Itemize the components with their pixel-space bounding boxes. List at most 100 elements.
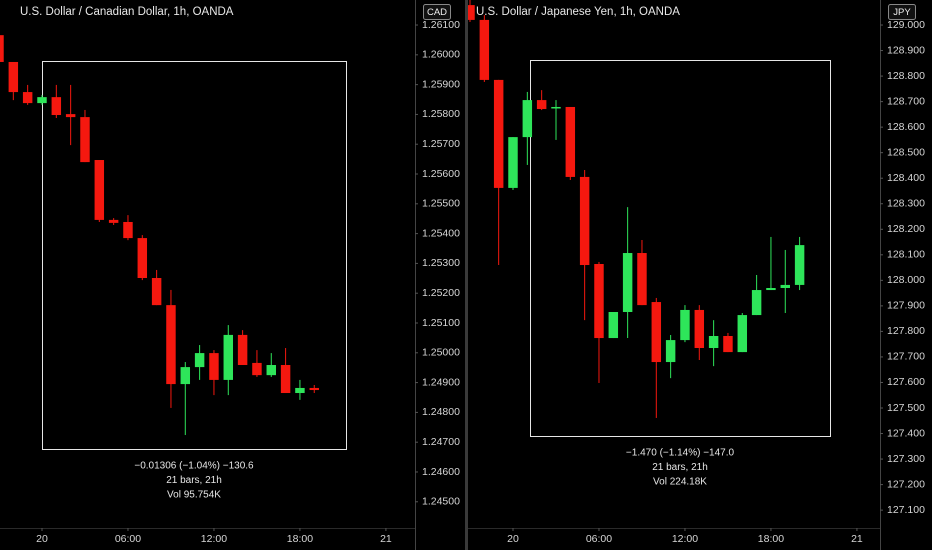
y-tick-label: 1.25400 [422,227,460,239]
y-tick-label: 1.25800 [422,108,460,120]
y-tick-label: 1.24600 [422,466,460,478]
y-tick-label: 128.200 [887,223,925,235]
candle-body [266,365,276,376]
candle-body [780,284,791,288]
y-tick-label: 127.600 [887,376,925,388]
candle-body [751,290,762,316]
currency-label: JPY [893,7,911,18]
y-tick-label: 1.24700 [422,436,460,448]
candle-body [237,334,248,366]
y-tick-label: 127.400 [887,427,925,439]
y-tick-label: 127.200 [887,478,925,490]
y-tick-label: 1.26000 [422,49,460,61]
candles [468,0,805,418]
y-tick-label: 128.300 [887,198,925,210]
candle-body [493,79,504,188]
currency-label: CAD [427,7,447,18]
x-tick-label: 18:00 [758,533,784,545]
candle-body [194,353,205,368]
candle-body [51,97,62,116]
candle-body [209,353,219,380]
candle-body [22,92,33,104]
y-tick-label: 128.500 [887,146,925,158]
candle-body [468,5,475,20]
candle-body [0,35,4,62]
y-tick-label: 128.900 [887,44,925,56]
candle-body [680,309,690,341]
y-tick-label: 1.25200 [422,287,460,299]
candle-body [694,309,705,348]
measure-text: Vol 224.18K [653,477,707,488]
panel: −1.470 (−1.14%) −147.0 21 bars, 21h Vol 22… [468,0,925,550]
y-tick-label: 1.24800 [422,406,460,418]
y-tick-label: 1.25000 [422,347,460,359]
x-tick-label: 20 [36,533,48,545]
y-tick-label: 127.800 [887,325,925,337]
y-tick-label: 128.700 [887,95,925,107]
currency-badge [423,4,451,20]
candle-body [594,264,604,339]
candle-body [80,117,90,163]
measure-text: −1.470 (−1.14%) −147.0 [626,448,735,459]
candle-body [522,100,533,138]
candle-body [137,238,148,279]
candle-body [479,19,490,80]
y-tick-label: 1.24900 [422,376,460,388]
x-tick-label: 21 [851,533,863,545]
measure-text: 21 bars, 21h [166,475,222,486]
measure-text: −0.01306 (−1.04%) −130.6 [134,461,254,472]
x-tick-label: 12:00 [672,533,698,545]
candle-body [637,253,647,306]
y-tick-label: 128.000 [887,274,925,286]
candle-body [737,315,748,353]
y-tick-label: 128.100 [887,249,925,261]
y-tick-label: 1.25300 [422,257,460,269]
measure-text: Vol 95.754K [167,490,221,501]
chart-title: U.S. Dollar / Canadian Dollar, 1h, OANDA [20,6,234,18]
candle-body [622,253,633,312]
y-tick-label: 127.500 [887,402,925,414]
candle-body [123,221,133,239]
candle-body [252,362,262,376]
y-tick-label: 127.700 [887,351,925,363]
y-tick-label: 1.25900 [422,78,460,90]
chart-title: U.S. Dollar / Japanese Yen, 1h, OANDA [476,6,680,18]
candle-body [766,288,776,291]
candle-body [166,305,176,385]
candle-body [536,100,547,110]
y-tick-label: 127.300 [887,453,925,465]
x-tick-label: 06:00 [115,533,141,545]
candle-body [108,219,119,223]
panel: −0.01306 (−1.04%) −130.6 21 bars, 21h Vol … [0,0,460,550]
y-tick-label: 127.100 [887,504,925,516]
candle-body [579,176,590,266]
candle-body [37,97,47,104]
y-tick-label: 1.24500 [422,496,460,508]
candle-body [309,387,319,391]
measure-text: 21 bars, 21h [652,462,708,473]
y-tick-label: 128.600 [887,121,925,133]
measure-box [42,61,347,450]
candle-body [551,106,561,109]
y-tick-label: 1.25700 [422,138,460,150]
candle-body [708,336,719,348]
x-tick-label: 12:00 [201,533,227,545]
y-tick-label: 128.400 [887,172,925,184]
x-tick-label: 06:00 [586,533,612,545]
y-tick-label: 1.25500 [422,198,460,210]
measure-box [530,60,831,437]
candle-body [665,340,676,363]
x-tick-label: 18:00 [287,533,313,545]
candle-body [280,365,291,394]
candle-body [8,61,19,93]
candle-body [794,245,805,285]
candle-body [94,160,105,220]
y-tick-label: 128.800 [887,70,925,82]
candle-body [223,334,234,380]
candle-body [151,278,162,306]
candles [0,35,319,436]
candle-body [508,137,518,188]
x-tick-label: 20 [507,533,519,545]
candle-body [65,114,76,118]
